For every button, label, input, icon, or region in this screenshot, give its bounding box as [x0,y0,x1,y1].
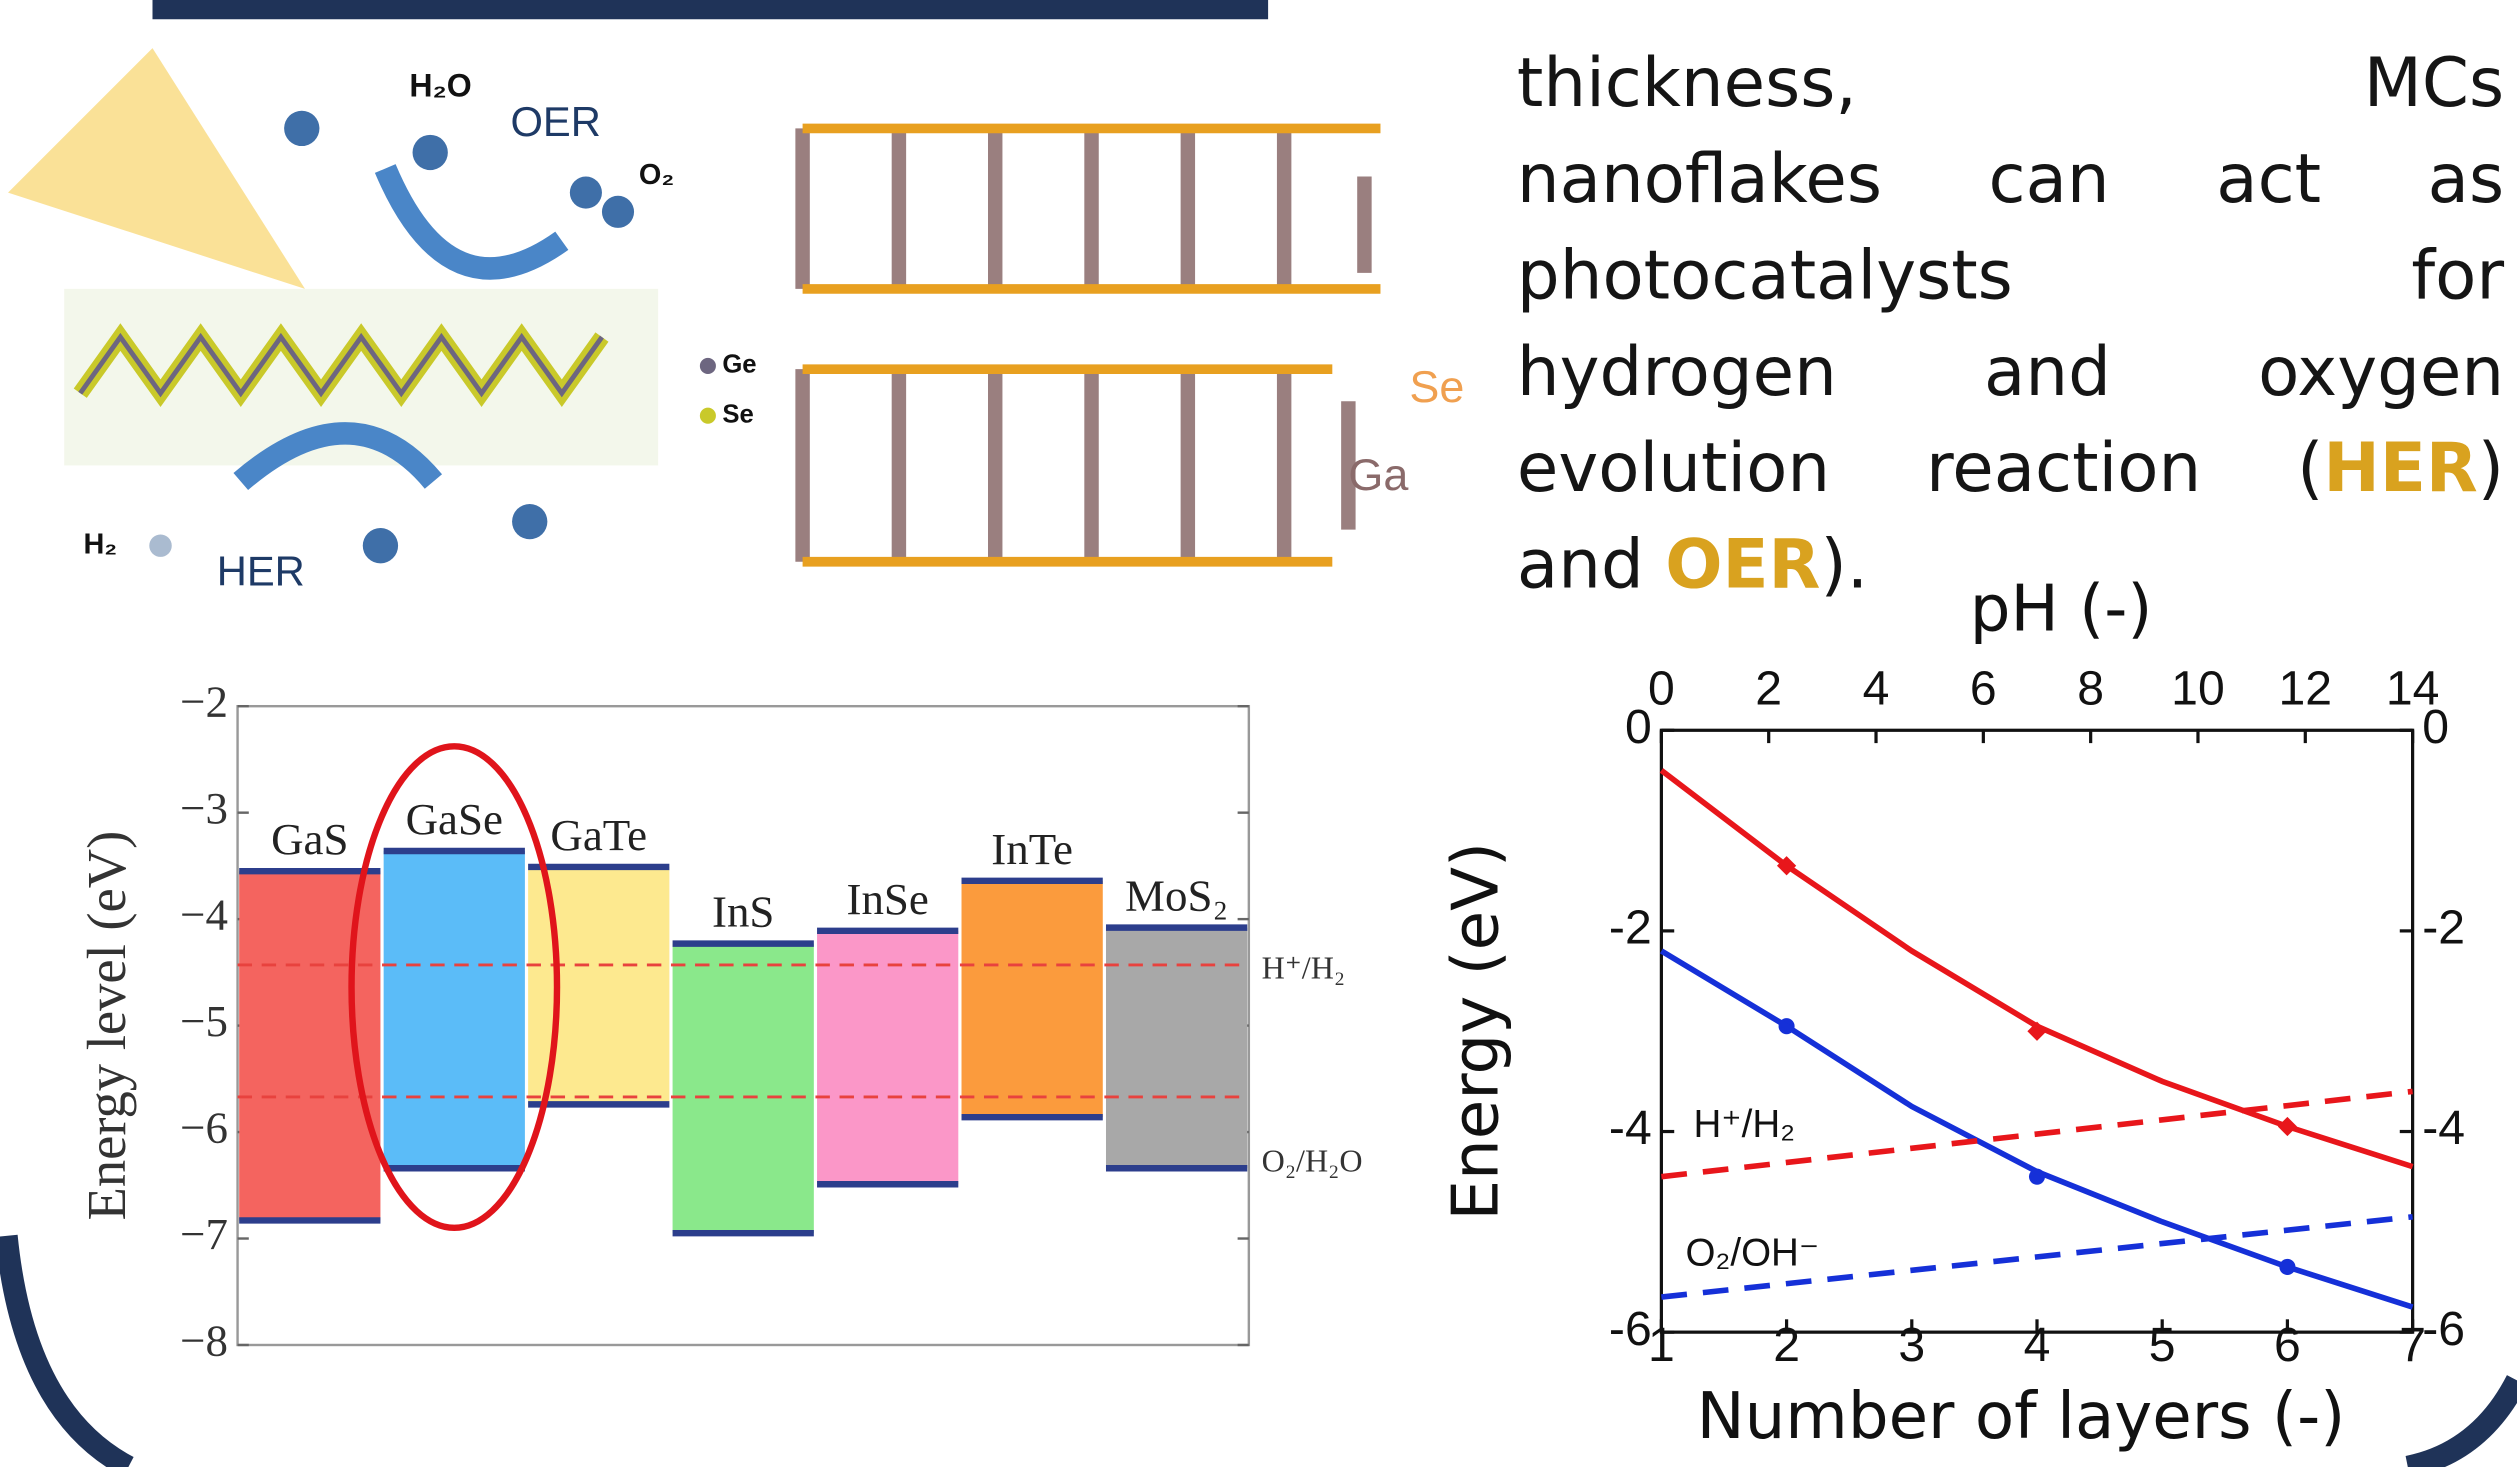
annotation: O₂/OH⁻ [1685,1231,1819,1274]
x-tick-label: 1 [1648,1318,1675,1372]
text-line: thickness, MCs [1517,35,2504,131]
x2-tick-label: 12 [2279,661,2333,715]
category-label: GaSe [406,794,503,844]
slide: H₂O OER O₂ Ge Se H₂ HER Se Ga −2 −3 −4 −5 −6… [0,0,2517,1467]
y-tick-label: −6 [180,1102,228,1152]
text-segment: hydrogen and oxygen [1517,332,2504,411]
y-tick-label: -6 [1609,1302,1652,1356]
text-line: hydrogen and oxygen [1517,324,2504,420]
text-line: nanoflakes can act as [1517,132,2504,228]
illustration-left: H₂O OER O₂ Ge Se H₂ HER [8,48,757,594]
reference-label: H⁺/H₂ [1262,950,1345,986]
illustration-label: HER [217,548,305,595]
header-bar [152,0,1268,19]
text-segment: and [1517,525,1665,604]
y-tick-label: -2 [1609,901,1652,955]
y-tick-label: −4 [180,889,228,939]
illustration-label: Ge [722,351,756,379]
category-label: GaS [271,814,348,864]
category-label: InSe [846,874,928,924]
text-segment: evolution reaction ( [1517,429,2323,508]
y-tick-label: −2 [180,677,228,727]
reference-label: O₂/H₂O [1262,1143,1363,1179]
text-segment: nanoflakes can act as [1517,140,2504,219]
x2-tick-label: 8 [2077,661,2104,715]
y-axis-label: Energy level (eV) [76,831,137,1221]
y2-tick-label: -6 [2422,1302,2465,1356]
text-line: and OER). [1517,517,2504,613]
y-tick-label: 0 [1625,700,1652,754]
page: H₂O OER O₂ Ge Se H₂ HER Se Ga −2 −3 −4 −5 −6… [0,0,2517,1467]
x2-tick-label: 4 [1863,661,1890,715]
y2-tick-label: -4 [2422,1101,2465,1155]
x2-tick-label: 0 [1648,661,1675,715]
x-axis-label: Number of layers (-) [1697,1379,2346,1454]
category-label: InTe [991,824,1073,874]
band-bar [673,944,814,1234]
x-tick-label: 3 [1898,1318,1925,1372]
band-bar [962,881,1103,1117]
text-line: photocatalysts for [1517,228,2504,324]
category-label: MoS₂ [1125,871,1228,921]
y-tick-label: −8 [180,1315,228,1365]
x-tick-label: 5 [2149,1318,2176,1372]
paragraph: thickness, MCs nanoflakes can act as photo… [1517,35,2504,613]
frame-arc [6,1236,128,1467]
y-tick-label: −5 [180,996,228,1046]
y-tick-label: -4 [1609,1101,1652,1155]
frame-arc [2408,1380,2517,1467]
y-tick-label: −7 [180,1209,228,1259]
x2-tick-label: 6 [1970,661,1997,715]
category-label: GaTe [550,810,647,860]
x2-tick-label: 2 [1755,661,1782,715]
x-tick-label: 4 [2024,1318,2051,1372]
text-segment: thickness, MCs [1517,43,2504,122]
illustration-right [803,128,1381,561]
y-tick-label: −3 [180,783,228,833]
annotation: H⁺/H₂ [1693,1103,1795,1146]
illustration-label: O₂ [639,159,674,191]
category-label: InS [712,887,774,937]
highlight-text: OER [1665,525,1820,604]
illustration-label: H₂O [409,68,471,104]
illustration-label: Se [1409,361,1464,412]
text-segment: photocatalysts for [1517,236,2504,315]
x-tick-label: 2 [1773,1318,1800,1372]
band-bar [239,871,380,1220]
band-bar [817,931,958,1184]
highlight-text: HER [2323,429,2477,508]
y2-tick-label: 0 [2422,700,2449,754]
text-segment: ). [1820,525,1868,604]
band-bar [384,851,525,1168]
illustration-label: Ga [1348,449,1408,500]
text-line: evolution reaction (HER) [1517,421,2504,517]
y2-tick-label: -2 [2422,901,2465,955]
x-tick-label: 6 [2274,1318,2301,1372]
y-axis-label: Energy (eV) [1439,842,1514,1221]
illustration-label: OER [510,98,600,145]
text-segment: ) [2478,429,2504,508]
x2-tick-label: 10 [2171,661,2225,715]
illustration-label: H₂ [83,528,117,560]
illustration-label: Se [722,400,753,428]
